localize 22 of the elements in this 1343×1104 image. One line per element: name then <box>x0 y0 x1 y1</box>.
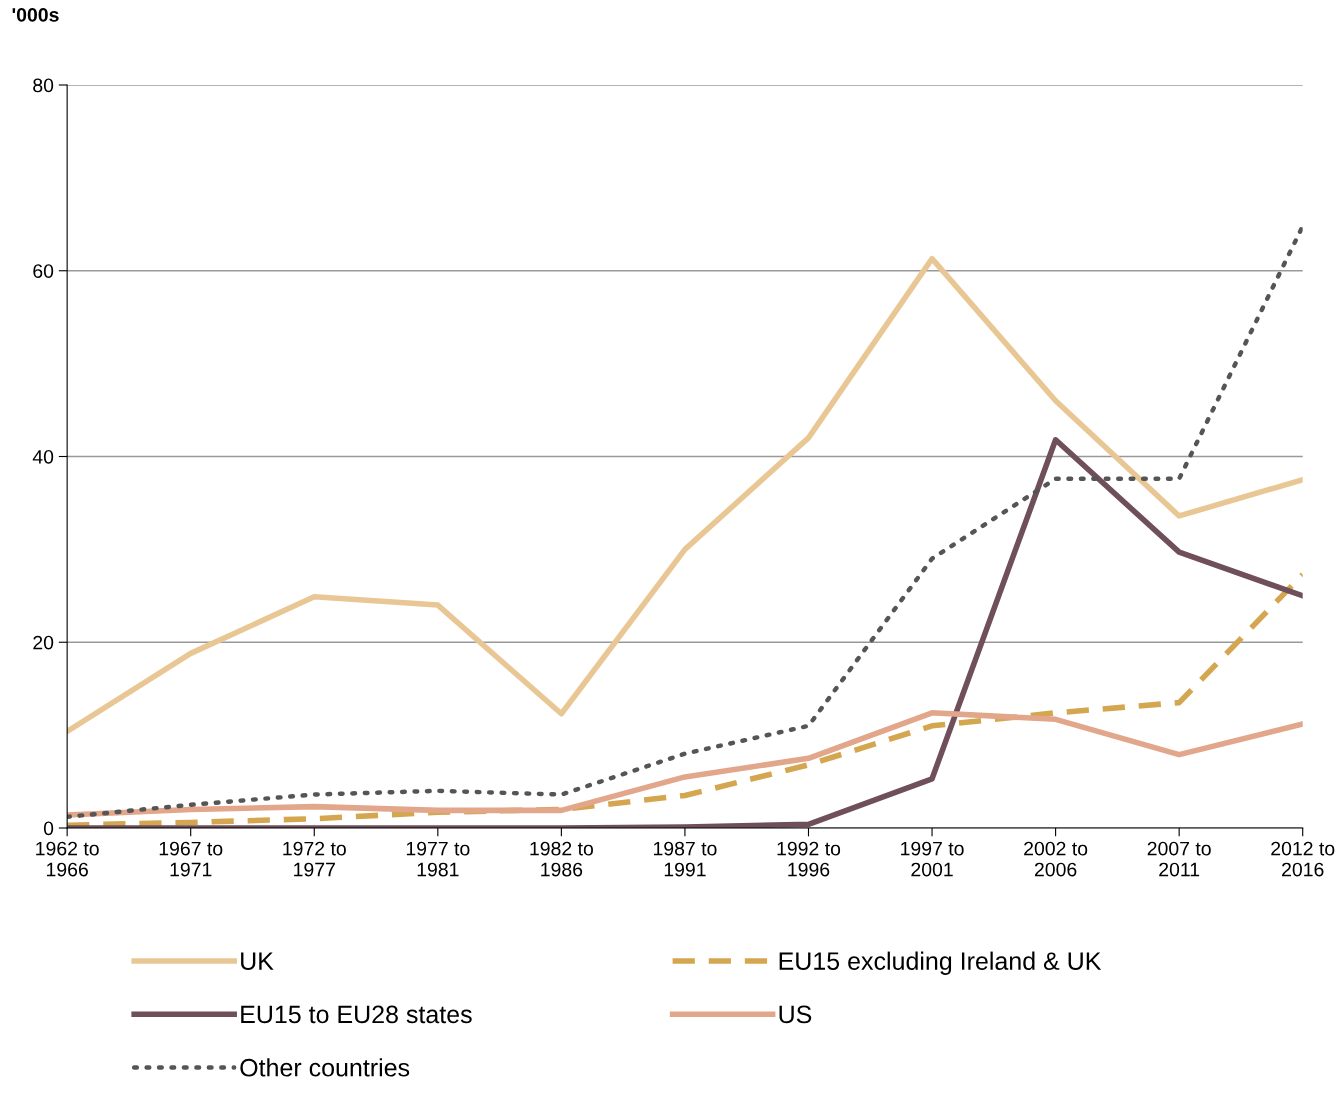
x-tick-label: 1972 to 1977 <box>283 841 346 877</box>
x-tick-label: 2002 to 2006 <box>1024 841 1088 877</box>
x-tick-label: 1982 to 1986 <box>530 841 593 877</box>
x-tick-label: 1997 to 2001 <box>901 841 964 877</box>
y-tick-label: 40 <box>32 449 54 464</box>
y-tick-label: 20 <box>33 635 54 650</box>
x-tick-label: 1987 to 1991 <box>653 841 717 877</box>
legend-label: UK <box>241 952 274 970</box>
y-tick-label: 0 <box>43 821 54 836</box>
x-tick-label: 1962 to 1966 <box>36 841 99 877</box>
x-tick-label: 2007 to 2011 <box>1147 841 1211 877</box>
y-axis-title: '000s <box>12 7 59 22</box>
legend-label: Other countries <box>240 1058 410 1077</box>
legend-label: EU15 excluding Ireland & UK <box>779 951 1102 975</box>
x-tick-label: 2012 to 2016 <box>1271 841 1335 877</box>
y-tick-label: 60 <box>33 264 54 278</box>
y-tick-label: 80 <box>33 78 54 93</box>
x-tick-label: 1967 to 1971 <box>159 841 223 877</box>
x-tick-label: 1992 to 1996 <box>777 841 841 877</box>
legend-label: US <box>779 1005 812 1024</box>
legend-label: EU15 to EU28 states <box>241 1005 472 1024</box>
x-tick-label: 1977 to 1981 <box>406 841 470 877</box>
